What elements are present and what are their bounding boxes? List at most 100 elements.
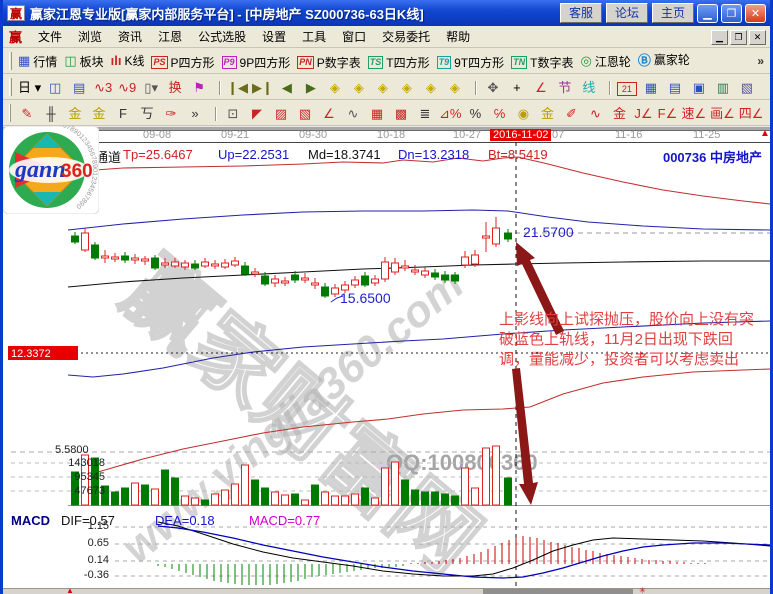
- hand-tool-icon[interactable]: ✥: [487, 80, 499, 95]
- pan-right-icon[interactable]: ◈: [353, 80, 364, 95]
- kline-chart-canvas[interactable]: 赢家财富网www.yingjia360.comQQ:10080036012.33…: [3, 126, 770, 588]
- notes-icon[interactable]: ▤: [668, 80, 682, 95]
- angles-icon[interactable]: ∠: [323, 106, 335, 121]
- gold-red-icon[interactable]: 金: [612, 106, 626, 121]
- next-bar-icon[interactable]: ▶: [305, 80, 316, 95]
- gann-node-icon[interactable]: 节: [558, 80, 572, 95]
- param-up: Up=22.2531: [218, 147, 290, 162]
- candle-style-icon[interactable]: ▯▾: [144, 80, 158, 95]
- scroll-right-icon[interactable]: ▲: [760, 128, 770, 139]
- grid-red2-icon[interactable]: ▩: [394, 106, 408, 121]
- mdi-restore-button[interactable]: ❐: [730, 29, 747, 45]
- 9t-square-button[interactable]: T9 9T四方形: [436, 56, 505, 70]
- candle-body: [131, 257, 139, 261]
- menu-浏览[interactable]: 浏览: [78, 30, 103, 44]
- menu-资讯[interactable]: 资讯: [118, 30, 143, 44]
- kline-button[interactable]: ılı K线: [110, 53, 145, 68]
- quote-button[interactable]: ▦ 行情: [18, 53, 58, 69]
- mdi-close-button[interactable]: ✕: [749, 29, 766, 45]
- klist-icon[interactable]: ≣: [419, 106, 431, 121]
- gold-line-icon[interactable]: 金: [540, 106, 554, 121]
- info-panel-icon[interactable]: ▤: [72, 80, 86, 95]
- service-button[interactable]: 客服: [559, 3, 602, 23]
- menu-窗口[interactable]: 窗口: [342, 30, 367, 44]
- s-grid-icon[interactable]: 丂: [140, 106, 154, 121]
- pen-tool-icon[interactable]: ✎: [21, 106, 33, 121]
- candle-body: [431, 272, 439, 278]
- box-tool-icon[interactable]: ⊡: [227, 106, 239, 121]
- save-icon[interactable]: ▣: [692, 80, 706, 95]
- gann-wheel-button[interactable]: ◎ 江恩轮: [580, 53, 631, 69]
- wave-box-icon[interactable]: ∿: [590, 106, 601, 121]
- calendar-icon[interactable]: 21: [616, 82, 637, 96]
- menu-江恩[interactable]: 江恩: [158, 30, 183, 44]
- t-square-button[interactable]: TS T四方形: [367, 56, 430, 70]
- zoom-in-icon[interactable]: ◈: [377, 80, 388, 95]
- home-button[interactable]: 主页: [651, 3, 694, 23]
- export-web-icon[interactable]: ▥: [716, 80, 730, 95]
- draw-angle-icon[interactable]: 画∠: [710, 106, 735, 121]
- close-button[interactable]: ✕: [745, 3, 766, 23]
- maximize-button[interactable]: ❐: [721, 3, 742, 23]
- scrollbar-thumb[interactable]: [483, 589, 633, 594]
- first-bar-icon[interactable]: ❙◀: [227, 80, 249, 95]
- toolbar-overflow-button[interactable]: »: [757, 53, 764, 68]
- fan-box-icon[interactable]: ▨: [274, 106, 288, 121]
- f-angle-icon[interactable]: F∠: [657, 106, 678, 121]
- menu-帮助[interactable]: 帮助: [446, 30, 471, 44]
- grid-tool-icon[interactable]: ╫: [46, 106, 56, 121]
- angle-tool-icon[interactable]: ∠: [535, 80, 547, 95]
- j-angle-icon[interactable]: J∠: [634, 106, 653, 121]
- wave3-icon[interactable]: ∿3: [94, 80, 113, 95]
- speed-angle-icon[interactable]: 速∠: [681, 106, 707, 121]
- zoom-view-icon[interactable]: ◫: [48, 80, 62, 95]
- pen-grid-icon[interactable]: ✑: [165, 106, 177, 121]
- percent-icon[interactable]: %: [469, 106, 482, 121]
- pane-splitter[interactable]: [3, 126, 770, 131]
- p-table-button[interactable]: PN P数字表: [297, 56, 361, 70]
- gold-circle-icon[interactable]: ◉: [517, 106, 530, 121]
- forum-button[interactable]: 论坛: [605, 3, 648, 23]
- flag-chart-icon[interactable]: ⚑: [193, 80, 205, 95]
- t-table-button[interactable]: TN T数字表: [511, 56, 574, 70]
- gold-grid2-icon[interactable]: 金: [92, 106, 106, 121]
- prev-bar-icon[interactable]: ◀: [281, 80, 292, 95]
- menu-文件[interactable]: 文件: [38, 30, 63, 44]
- zoom-out-icon[interactable]: ◈: [401, 80, 412, 95]
- menu-交易委托[interactable]: 交易委托: [382, 30, 431, 44]
- four-angle-icon[interactable]: 四∠: [738, 106, 764, 121]
- zigzag-icon[interactable]: ∿: [347, 106, 359, 121]
- fan-tool-icon[interactable]: ◤: [252, 106, 262, 121]
- export-image-icon[interactable]: ▧: [740, 80, 754, 95]
- wave9-icon[interactable]: ∿9: [118, 80, 137, 95]
- period-selector[interactable]: 日 ▾: [18, 80, 42, 95]
- f-grid-icon[interactable]: F: [119, 106, 127, 121]
- pct-fan-icon[interactable]: ⊿%: [439, 106, 462, 121]
- overflow[interactable]: »: [191, 106, 199, 121]
- winner-wheel-button[interactable]: Ⓑ 赢家轮: [638, 50, 690, 69]
- sector-button[interactable]: ◫ 板块: [64, 53, 104, 69]
- bottom-scrollbar[interactable]: ▲ ▲ ✳: [3, 586, 770, 594]
- pen-angle-icon[interactable]: ✐: [566, 106, 577, 121]
- expand-h-icon[interactable]: ◈: [425, 80, 436, 95]
- expand-v-icon[interactable]: ◈: [449, 80, 460, 95]
- percent-line-icon[interactable]: ℅: [493, 106, 506, 121]
- gold-grid-icon[interactable]: 金: [68, 106, 82, 121]
- crosshair-tool-icon[interactable]: +: [513, 80, 521, 95]
- grid-red-icon[interactable]: ▦: [370, 106, 384, 121]
- menu-公式选股[interactable]: 公式选股: [198, 30, 247, 44]
- chart-area[interactable]: 赢家财富网 www.yingjia360.com QQ:100800360 12.33…: [3, 126, 770, 588]
- menu-设置[interactable]: 设置: [262, 30, 287, 44]
- 9p-square-button[interactable]: P9 9P四方形: [221, 56, 291, 70]
- menu-工具[interactable]: 工具: [302, 30, 327, 44]
- ray-box-icon[interactable]: ▧: [298, 106, 312, 121]
- wave-line-icon[interactable]: 线: [582, 80, 596, 95]
- calculator-icon[interactable]: ▦: [644, 80, 658, 95]
- p-square-button[interactable]: PS P四方形: [151, 56, 215, 70]
- restore-icon[interactable]: 换: [168, 80, 182, 95]
- minimize-button[interactable]: ▁: [697, 3, 718, 23]
- mdi-minimize-button[interactable]: ▁: [711, 29, 728, 45]
- t-table-icon: TN: [511, 56, 528, 69]
- last-bar-icon[interactable]: ▶❙: [252, 80, 273, 95]
- pan-left-icon[interactable]: ◈: [329, 80, 340, 95]
